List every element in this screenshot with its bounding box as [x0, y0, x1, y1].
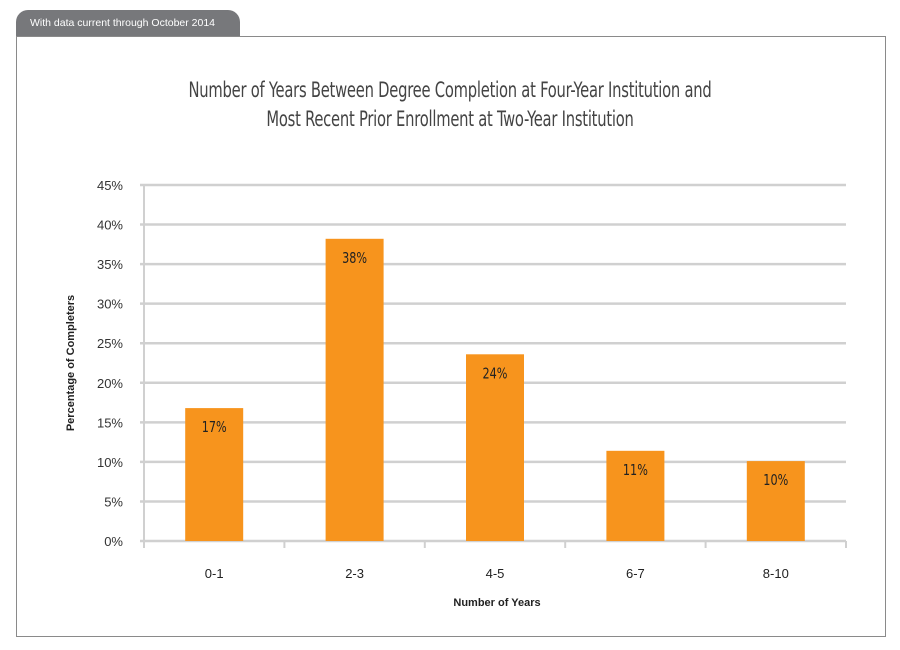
chart-title-line-1: Number of Years Between Degree Completio…	[188, 78, 712, 102]
y-tick-label: 25%	[97, 336, 123, 351]
y-tick-label: 10%	[97, 455, 123, 470]
x-axis-label: Number of Years	[453, 597, 540, 609]
chart-frame	[16, 36, 886, 637]
bar-4-5	[466, 354, 524, 541]
x-tick-label: 2-3	[345, 566, 364, 581]
data-label: 11%	[623, 462, 648, 479]
y-tick-label: 45%	[97, 178, 123, 193]
bar-0-1	[185, 408, 244, 541]
chart-title-line-2: Most Recent Prior Enrollment at Two-Year…	[266, 107, 634, 131]
y-tick-label: 30%	[97, 297, 123, 312]
bar-6-7	[606, 450, 665, 541]
data-label: 38%	[342, 250, 367, 267]
y-tick-label: 35%	[97, 257, 123, 272]
y-axis-label: Percentage of Completers	[65, 295, 77, 431]
x-tick-label: 4-5	[486, 566, 505, 581]
y-tick-label: 20%	[97, 376, 123, 391]
y-tick-label: 5%	[104, 494, 123, 509]
x-tick-label: 0-1	[205, 566, 224, 581]
bar-2-3	[325, 238, 384, 541]
data-label: 10%	[763, 473, 788, 490]
chart-title: Number of Years Between Degree Completio…	[99, 76, 801, 134]
y-tick-label: 15%	[97, 415, 123, 430]
data-currency-tab: With data current through October 2014	[16, 10, 240, 36]
x-tick-label: 6-7	[626, 566, 645, 581]
x-tick-label: 8-10	[763, 566, 789, 581]
data-label: 24%	[483, 366, 508, 383]
data-label: 17%	[202, 420, 227, 437]
y-tick-label: 40%	[97, 218, 123, 233]
bar-8-10	[746, 461, 805, 541]
y-tick-label: 0%	[104, 534, 123, 549]
